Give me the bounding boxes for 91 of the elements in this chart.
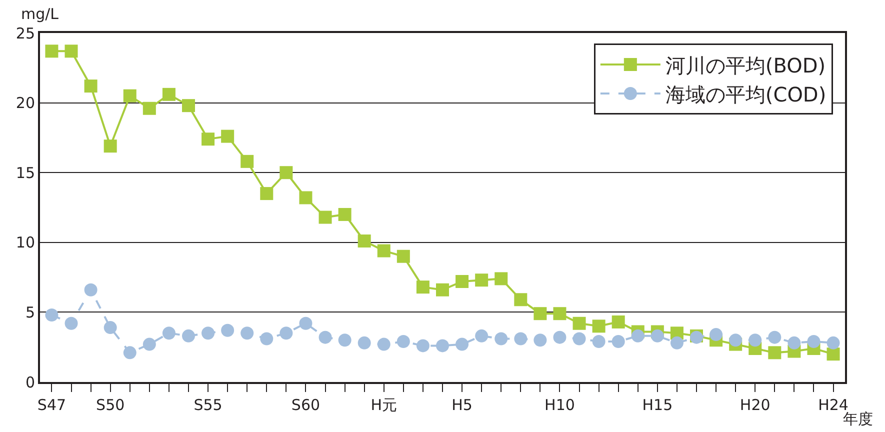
point: [338, 208, 352, 221]
point: [748, 334, 762, 347]
point: [123, 89, 136, 102]
point: [377, 338, 390, 351]
y-axis-title: mg/L: [21, 5, 60, 23]
point: [142, 102, 156, 115]
point: [788, 336, 801, 350]
x-tick-label: S60: [291, 396, 320, 414]
point: [396, 335, 410, 348]
point: [436, 339, 449, 352]
point: [221, 324, 234, 337]
point: [475, 274, 488, 287]
y-tick-label: 20: [16, 94, 35, 112]
point: [280, 166, 293, 180]
point: [240, 154, 254, 168]
point: [396, 250, 410, 263]
point: [162, 88, 176, 101]
y-tick-label: 10: [16, 234, 35, 252]
point: [299, 191, 312, 204]
point: [710, 328, 723, 342]
x-tick-label: H元: [370, 396, 398, 414]
point: [299, 316, 312, 330]
y-tick-label: 0: [25, 373, 35, 392]
point: [416, 280, 430, 294]
point: [84, 80, 98, 93]
x-tick-label: H10: [544, 396, 575, 414]
point: [807, 335, 820, 348]
x-axis-title: 年度: [843, 410, 873, 428]
x-tick-label: S55: [194, 396, 222, 414]
point: [377, 244, 390, 258]
point: [826, 348, 840, 361]
point: [358, 336, 371, 350]
point: [650, 329, 664, 342]
point: [612, 315, 625, 328]
point: [104, 321, 117, 334]
point: [572, 316, 586, 330]
point: [553, 330, 566, 344]
point: [358, 234, 371, 248]
point: [436, 283, 449, 296]
point: [494, 272, 508, 286]
legend-label: 海域の平均(COD): [665, 82, 826, 106]
point: [64, 44, 78, 58]
point: [534, 334, 547, 347]
point: [475, 329, 488, 342]
point: [729, 334, 742, 347]
point: [123, 346, 136, 360]
point: [456, 274, 469, 288]
point: [592, 335, 606, 348]
point: [318, 210, 332, 224]
point: [202, 132, 215, 146]
x-tick-label: H20: [740, 396, 770, 414]
point: [768, 330, 782, 344]
point: [182, 329, 195, 342]
point: [612, 335, 625, 348]
point: [826, 336, 840, 350]
point: [182, 99, 195, 112]
point: [260, 332, 274, 346]
point: [45, 44, 58, 58]
point: [280, 326, 293, 340]
point: [631, 329, 644, 342]
point: [104, 140, 117, 153]
point: [592, 320, 606, 333]
point: [142, 338, 156, 351]
point: [514, 332, 528, 346]
point: [456, 338, 469, 351]
point: [553, 307, 566, 320]
point: [84, 283, 98, 296]
point: [260, 187, 274, 200]
point: [494, 332, 508, 346]
x-tick-label: S50: [96, 396, 125, 414]
point: [240, 326, 254, 340]
x-tick-label: H5: [452, 396, 472, 414]
point: [514, 293, 528, 306]
point: [670, 336, 684, 350]
y-tick-label: 15: [16, 164, 35, 182]
x-tick-label: S47: [37, 396, 66, 414]
point: [338, 334, 352, 347]
point: [202, 326, 215, 340]
point: [221, 130, 234, 143]
point: [768, 346, 782, 360]
point: [318, 330, 332, 344]
point: [572, 332, 586, 346]
point: [64, 316, 78, 330]
legend-label: 河川の平均(BOD): [665, 53, 826, 78]
point: [45, 308, 58, 322]
y-tick-label: 25: [16, 24, 35, 42]
x-tick-label: H15: [642, 396, 673, 414]
point: [162, 326, 176, 340]
point: [534, 307, 547, 320]
y-tick-label: 5: [25, 303, 35, 322]
point: [416, 339, 430, 352]
